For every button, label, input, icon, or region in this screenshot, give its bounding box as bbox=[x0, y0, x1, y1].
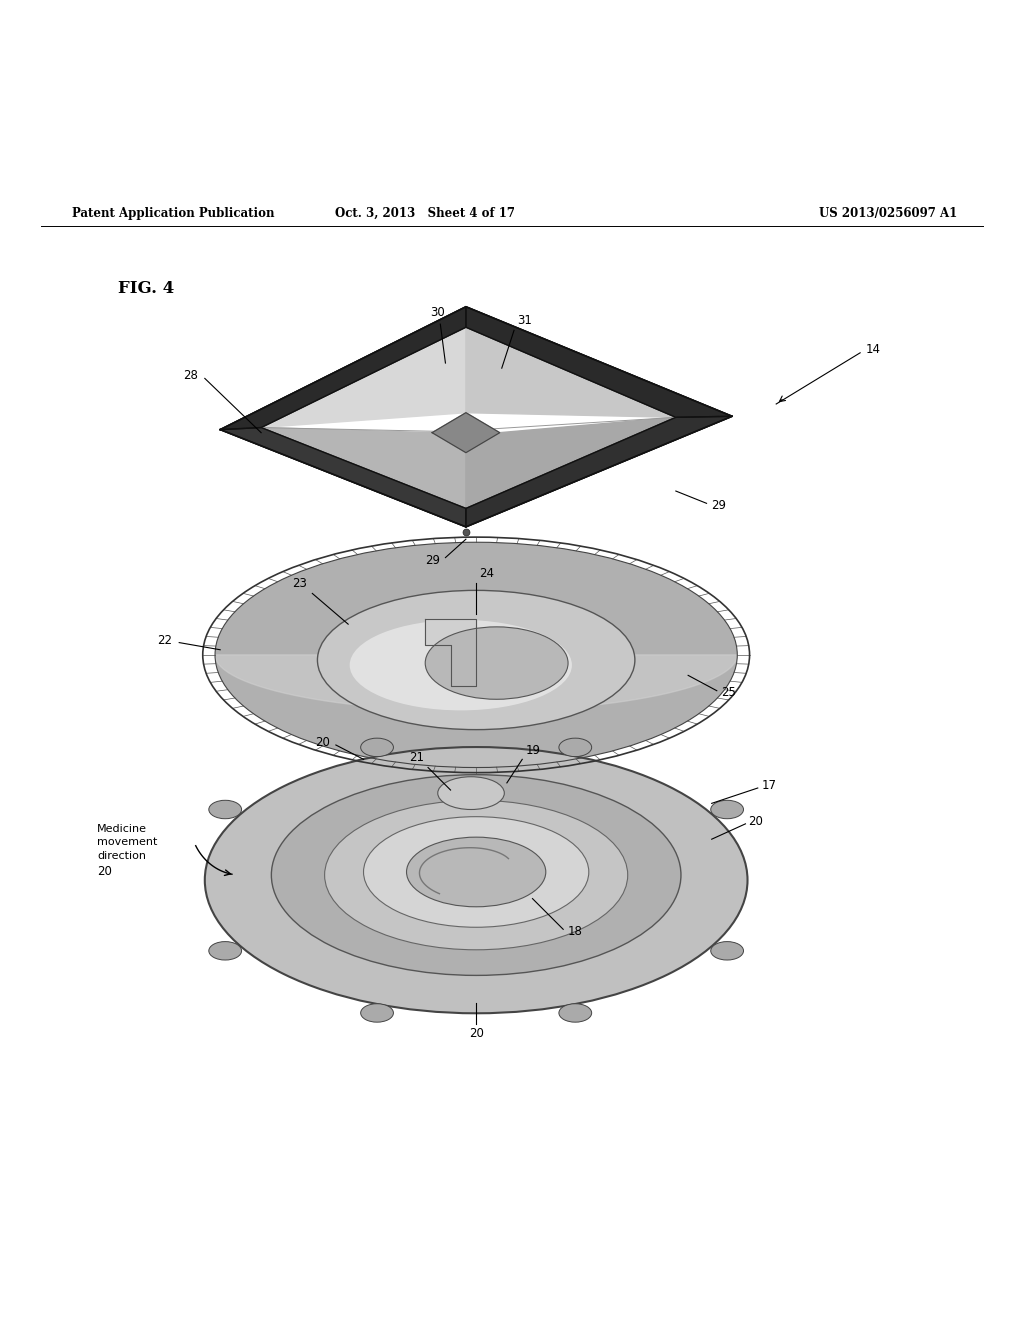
Polygon shape bbox=[466, 417, 676, 508]
Ellipse shape bbox=[559, 738, 592, 756]
Text: 20: 20 bbox=[97, 866, 113, 879]
Ellipse shape bbox=[271, 775, 681, 975]
Ellipse shape bbox=[317, 590, 635, 730]
Text: 30: 30 bbox=[430, 306, 444, 319]
Text: 18: 18 bbox=[567, 925, 583, 937]
Ellipse shape bbox=[711, 941, 743, 960]
Ellipse shape bbox=[209, 800, 242, 818]
Ellipse shape bbox=[205, 747, 748, 1014]
Text: 24: 24 bbox=[479, 568, 495, 579]
Polygon shape bbox=[425, 619, 476, 685]
Text: 19: 19 bbox=[525, 744, 541, 758]
Text: 29: 29 bbox=[711, 499, 726, 512]
Text: 31: 31 bbox=[517, 314, 532, 327]
Text: 22: 22 bbox=[157, 634, 172, 647]
Text: FIG. 4: FIG. 4 bbox=[118, 280, 174, 297]
Text: 20: 20 bbox=[749, 816, 764, 828]
Polygon shape bbox=[466, 306, 732, 417]
Polygon shape bbox=[215, 655, 737, 711]
Text: Patent Application Publication: Patent Application Publication bbox=[72, 207, 274, 220]
Ellipse shape bbox=[349, 620, 571, 710]
Text: 17: 17 bbox=[762, 779, 777, 792]
Ellipse shape bbox=[360, 738, 393, 756]
Ellipse shape bbox=[364, 817, 589, 927]
Ellipse shape bbox=[425, 627, 568, 700]
Ellipse shape bbox=[325, 800, 628, 950]
Text: 25: 25 bbox=[721, 686, 736, 700]
Text: 14: 14 bbox=[865, 343, 881, 356]
Ellipse shape bbox=[407, 837, 546, 907]
Text: 21: 21 bbox=[409, 751, 424, 764]
Text: Medicine: Medicine bbox=[97, 824, 147, 834]
Text: 28: 28 bbox=[182, 368, 198, 381]
Ellipse shape bbox=[438, 776, 505, 809]
Text: 29: 29 bbox=[425, 554, 440, 568]
Text: 20: 20 bbox=[469, 1027, 483, 1040]
Polygon shape bbox=[432, 413, 500, 453]
Polygon shape bbox=[261, 327, 466, 428]
Text: US 2013/0256097 A1: US 2013/0256097 A1 bbox=[819, 207, 957, 220]
Polygon shape bbox=[466, 327, 676, 417]
Ellipse shape bbox=[559, 1003, 592, 1022]
Ellipse shape bbox=[215, 543, 737, 767]
Ellipse shape bbox=[711, 800, 743, 818]
Ellipse shape bbox=[209, 941, 242, 960]
Text: 20: 20 bbox=[314, 737, 330, 750]
Text: direction: direction bbox=[97, 850, 146, 861]
Polygon shape bbox=[261, 428, 466, 508]
Ellipse shape bbox=[360, 1003, 393, 1022]
Text: Oct. 3, 2013   Sheet 4 of 17: Oct. 3, 2013 Sheet 4 of 17 bbox=[335, 207, 515, 220]
Polygon shape bbox=[466, 416, 732, 527]
Text: movement: movement bbox=[97, 837, 158, 847]
Text: 23: 23 bbox=[292, 577, 307, 590]
Polygon shape bbox=[220, 306, 466, 429]
Polygon shape bbox=[220, 428, 466, 527]
